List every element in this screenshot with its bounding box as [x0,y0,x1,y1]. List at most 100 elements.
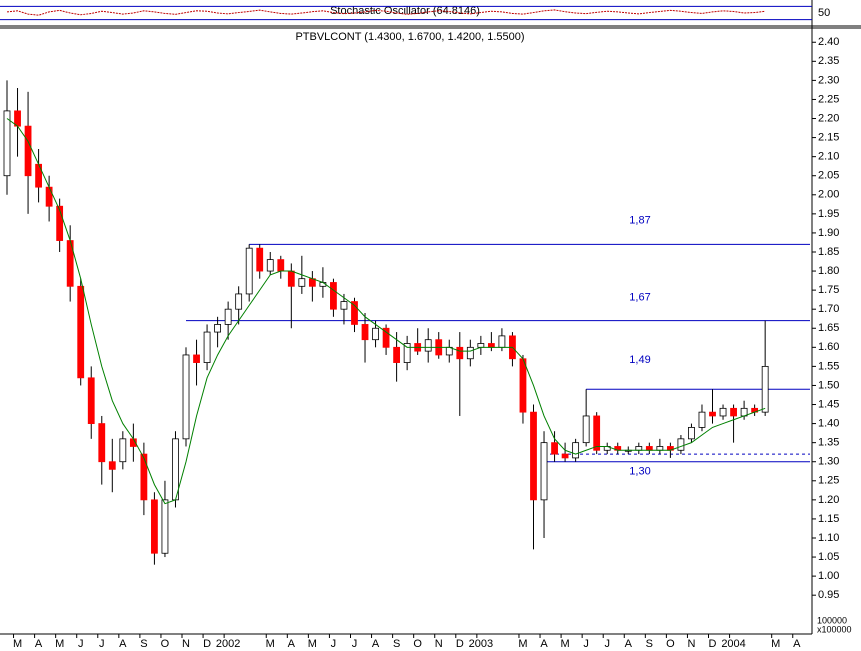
x-tick-label: S [393,638,400,650]
y-tick-label: 1.95 [818,208,839,220]
x-tick-label: J [604,638,610,650]
candle-body [530,411,537,501]
candle-body [561,453,569,459]
y-tick-label: 1.15 [818,513,839,525]
y-tick-label: 2.35 [818,55,839,67]
candle-body [698,411,706,428]
candle-body [119,438,127,463]
candle-body [456,346,464,360]
candle-body [593,415,601,451]
x-tick-label: D [203,638,211,650]
candle-body [382,327,390,348]
x-tick-label: O [666,638,675,650]
x-tick-label: D [709,638,717,650]
y-tick-label: 2.25 [818,93,839,105]
candle-body [645,446,653,451]
candle-body [235,293,243,310]
y-tick-label: 1.50 [818,379,839,391]
candle-body [372,327,379,341]
candle-body [393,346,401,363]
y-tick-label: 1.65 [818,322,839,334]
candle-body [340,301,348,310]
x-tick-label: 2004 [721,638,745,650]
candle-body [519,358,527,413]
candle-body [298,278,306,287]
y-tick-label: 1.25 [818,475,839,487]
x-tick-label: J [99,638,105,650]
y-tick-label: 1.05 [818,551,839,563]
stochastic-tick-label: 50 [818,7,830,19]
x-tick-label: M [561,638,570,650]
y-tick-label: 1.85 [818,246,839,258]
x-tick-label: J [352,638,358,650]
candle-body [572,442,580,459]
y-tick-label: 2.00 [818,189,839,201]
candle-body [87,377,95,424]
candle-body [45,186,53,207]
chart-title: PTBVLCONT (1.4300, 1.6700, 1.4200, 1.550… [295,31,524,43]
y-tick-label: 1.30 [818,456,839,468]
y-tick-label: 1.70 [818,303,839,315]
x-tick-label: A [372,638,380,650]
y-tick-label: 1.35 [818,437,839,449]
y-tick-label: 1.10 [818,532,839,544]
candle-body [688,426,695,440]
candle-body [77,285,85,379]
candle-body [466,346,474,360]
x-tick-label: S [646,638,653,650]
x-tick-label: A [625,638,633,650]
candle-body [182,354,190,440]
candle-body [761,365,769,413]
candle-body [151,499,158,554]
candle-body [677,438,685,451]
x-tick-label: A [119,638,127,650]
x-tick-label: M [13,638,22,650]
x-tick-label: N [182,638,190,650]
candle-body [730,407,737,417]
level-label: 1,30 [629,466,650,478]
level-label: 1,87 [629,214,650,226]
candle-body [330,282,337,310]
volume-label: 100000 [817,615,847,625]
y-tick-label: 1.90 [818,227,839,239]
candle-body [203,331,211,363]
x-tick-label: N [435,638,443,650]
candle-body [477,343,485,348]
candle-body [351,301,358,325]
candle-body [287,270,295,287]
y-tick-label: 1.45 [818,398,839,410]
candle-body [582,415,590,444]
x-tick-label: A [35,638,43,650]
y-tick-label: 2.30 [818,74,839,86]
candle-body [3,110,11,177]
y-tick-label: 1.55 [818,360,839,372]
level-label: 1,49 [629,354,650,366]
candle-body [161,499,169,554]
y-tick-label: 1.20 [818,494,839,506]
y-tick-label: 2.15 [818,131,839,143]
candle-body [540,442,548,501]
candle-body [266,259,274,272]
y-tick-label: 0.95 [818,589,839,601]
y-tick-label: 2.05 [818,170,839,182]
candle-body [719,407,727,417]
y-tick-label: 1.40 [818,417,839,429]
candle-body [361,324,369,341]
x-tick-label: 2003 [469,638,493,650]
candle-body [551,442,558,455]
x-tick-label: O [161,638,170,650]
candle-body [656,446,664,451]
candle-body [403,343,411,363]
y-tick-label: 2.40 [818,36,839,48]
y-tick-label: 2.10 [818,151,839,163]
indicator-title: Stochastic Oscillator (64.8146) [330,5,480,17]
x-tick-label: A [288,638,296,650]
candle-body [424,339,432,352]
x-tick-label: M [55,638,64,650]
candle-body [214,324,222,333]
x-tick-label: J [583,638,589,650]
candle-body [193,354,200,363]
x-tick-label: M [771,638,780,650]
